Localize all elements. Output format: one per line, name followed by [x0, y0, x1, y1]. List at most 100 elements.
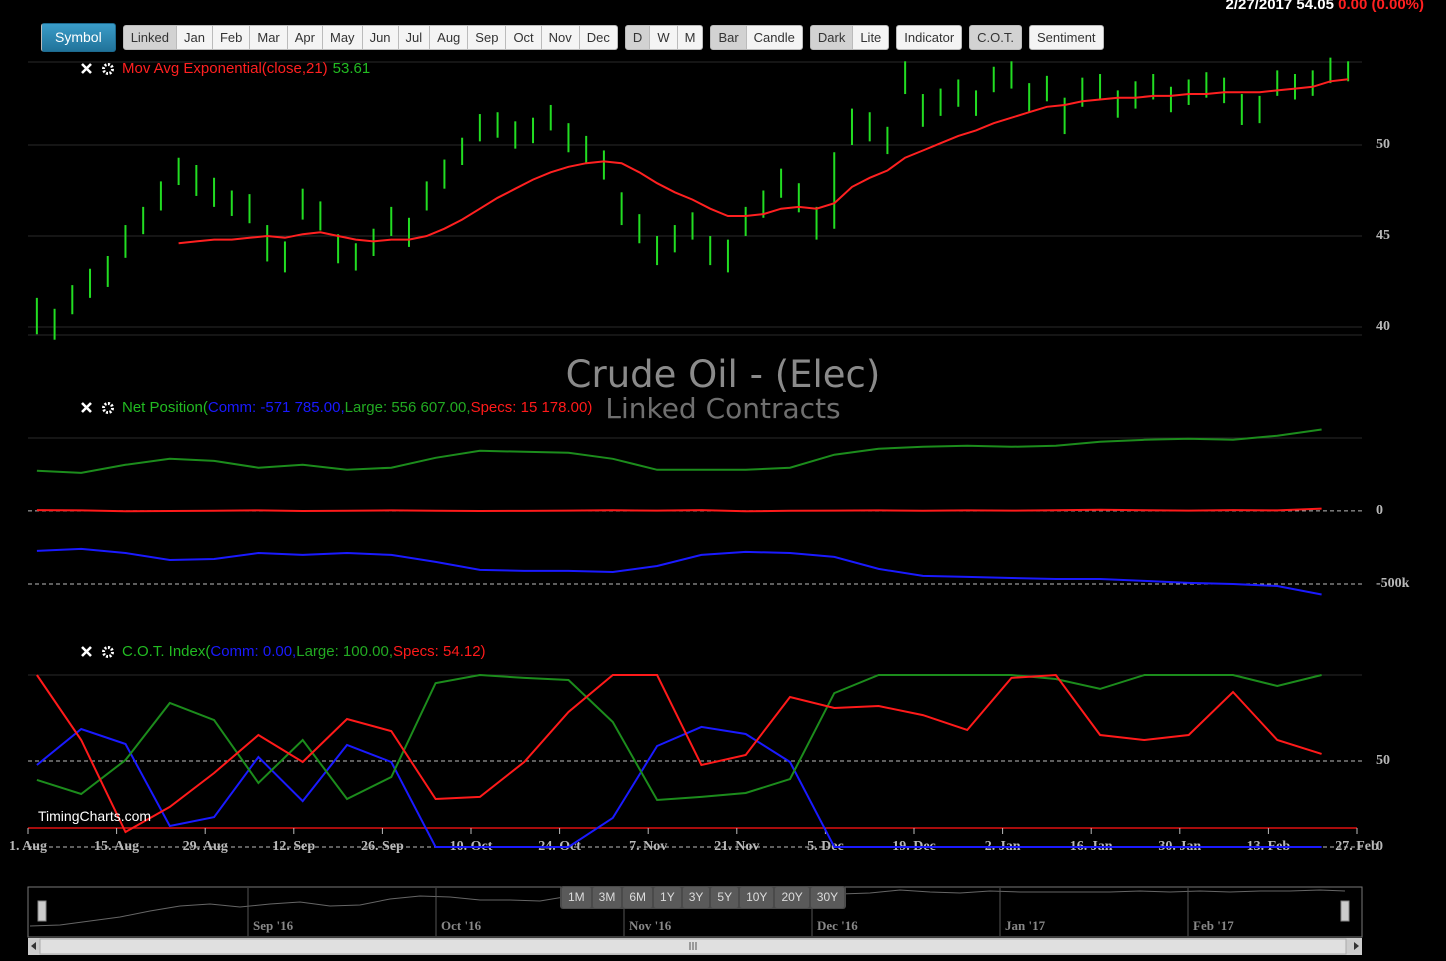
range-button[interactable]: 5Y — [711, 887, 739, 908]
range-button[interactable]: 1Y — [654, 887, 681, 908]
toolbar-button[interactable]: Bar — [710, 25, 747, 50]
range-button[interactable]: 3Y — [682, 887, 710, 908]
legend-title: Net Position( — [122, 399, 208, 416]
remove-icon[interactable] — [81, 62, 92, 74]
settings-icon[interactable] — [102, 401, 114, 414]
toolbar-button[interactable]: Apr — [287, 25, 323, 50]
navigator-label: Dec '16 — [817, 918, 858, 933]
legend-close: ) — [480, 643, 486, 660]
legend-item: Specs: 15 178.00 — [470, 399, 588, 416]
legend-name: Mov Avg Exponential(close,21) — [122, 60, 328, 77]
toolbar-button[interactable]: Oct — [506, 25, 542, 50]
toolbar-button[interactable]: M — [677, 25, 704, 50]
y-tick-label: 50 — [1376, 137, 1390, 152]
toolbar-button[interactable]: Mar — [250, 25, 288, 50]
series-line — [36, 507, 1322, 513]
x-tick-label: 29. Aug — [183, 839, 228, 854]
button-group: Dark Lite — [809, 25, 890, 50]
range-button[interactable]: 10Y — [740, 887, 774, 908]
x-tick-label: 5. Dec — [807, 839, 844, 854]
toolbar-button[interactable]: Lite — [853, 25, 890, 50]
legend-value: 53.61 — [332, 60, 371, 77]
series-line — [178, 78, 1349, 245]
x-tick-label: 27. Feb — [1335, 839, 1379, 854]
toolbar-button[interactable]: C.O.T. — [969, 25, 1023, 50]
legend-item: Specs: 54.12 — [392, 643, 481, 660]
toolbar-button[interactable]: Aug — [430, 25, 469, 50]
toolbar-button[interactable]: W — [650, 25, 678, 50]
range-button[interactable]: 6M — [623, 887, 653, 908]
y-tick-label: -500k — [1376, 576, 1410, 591]
toolbar-button[interactable]: Indicator — [896, 25, 963, 50]
y-tick-label: 0 — [1376, 503, 1383, 518]
scroll-grip — [689, 942, 697, 950]
y-tick-label: 45 — [1376, 228, 1390, 243]
x-tick-label: 12. Sep — [272, 839, 315, 854]
x-tick-label: 26. Sep — [361, 839, 404, 854]
legend: C.O.T. Index(Comm: 0.00, Large: 100.00, Sp… — [80, 643, 486, 660]
toolbar-button[interactable]: Dark — [809, 25, 854, 50]
navigator-label: Feb '17 — [1193, 918, 1234, 933]
toolbar-button[interactable]: Sentiment — [1029, 25, 1104, 50]
settings-icon[interactable] — [102, 645, 114, 658]
legend-item: Comm: 0.00, — [210, 643, 297, 660]
series-line — [36, 673, 1322, 834]
navigator-label: Nov '16 — [629, 918, 672, 933]
settings-icon[interactable] — [102, 62, 114, 75]
toolbar-button[interactable]: D — [624, 25, 651, 50]
toolbar: Symbol Linked Jan Feb Mar Apr May Jun Jul Aug Sep O… — [41, 23, 1111, 52]
credit: TimingCharts.com — [38, 808, 152, 824]
quote-price: 2/27/2017 54.05 — [1225, 0, 1334, 13]
button-group: Indicator — [896, 25, 963, 50]
navigator-handle[interactable] — [37, 900, 47, 922]
toolbar-button[interactable]: Jul — [398, 25, 431, 50]
watermark-subtitle: Linked Contracts — [605, 392, 841, 425]
toolbar-button[interactable]: Jun — [362, 25, 399, 50]
navigator-label: Oct '16 — [441, 918, 482, 933]
x-tick-label: 7. Nov — [629, 839, 667, 854]
panel-frames — [28, 61, 1362, 676]
toolbar-button[interactable]: Candle — [746, 25, 803, 50]
legend-icons[interactable] — [80, 401, 116, 415]
remove-icon[interactable] — [81, 401, 92, 413]
legend: Mov Avg Exponential(close,21) 53.61 — [80, 60, 370, 77]
legend-close: ) — [587, 399, 593, 416]
legend-title: C.O.T. Index( — [122, 643, 211, 660]
button-group: C.O.T. — [969, 25, 1023, 50]
toolbar-button[interactable]: Feb — [212, 25, 251, 50]
legend-icons[interactable] — [80, 62, 116, 76]
range-button[interactable]: 20Y — [775, 887, 809, 908]
navigator-label: Jan '17 — [1005, 918, 1046, 933]
legend-item: Large: 556 607.00, — [344, 399, 471, 416]
range-button[interactable]: 3M — [592, 887, 622, 908]
toolbar-button[interactable]: Jan — [177, 25, 213, 50]
watermark-title: Crude Oil - (Elec) — [565, 353, 881, 396]
navigator-handle[interactable] — [1340, 900, 1350, 922]
button-group: Symbol — [41, 23, 116, 52]
series-line — [36, 673, 1322, 802]
button-group: Bar Candle — [710, 25, 803, 50]
series-line — [36, 547, 1322, 596]
remove-icon[interactable] — [81, 645, 92, 657]
y-tick-label: 50 — [1376, 753, 1390, 768]
toolbar-button[interactable]: Dec — [579, 25, 618, 50]
range-selector: 1M 3M 6M 1Y 3Y 5Y 10Y 20Y 30Y — [560, 886, 847, 909]
toolbar-button[interactable]: May — [323, 25, 363, 50]
toolbar-button[interactable]: Linked — [122, 25, 177, 50]
toolbar-button[interactable]: Symbol — [41, 23, 116, 52]
legend-item: Large: 100.00, — [296, 643, 393, 660]
range-button[interactable]: 1M — [562, 887, 591, 908]
toolbar-button[interactable]: Sep — [468, 25, 507, 50]
range-button[interactable]: 30Y — [810, 887, 845, 908]
quote: 2/27/2017 54.05 0.00 (0.00%) — [1226, 0, 1425, 13]
toolbar-button[interactable]: Nov — [541, 25, 580, 50]
button-group: Sentiment — [1029, 25, 1104, 50]
x-tick-label: 21. Nov — [714, 839, 759, 854]
series-line — [36, 428, 1322, 474]
x-tick-label: 15. Aug — [94, 839, 139, 854]
y-tick-label: 0 — [1376, 839, 1383, 854]
quote-change: 0.00 (0.00%) — [1338, 0, 1424, 13]
legend-icons[interactable] — [80, 645, 116, 659]
